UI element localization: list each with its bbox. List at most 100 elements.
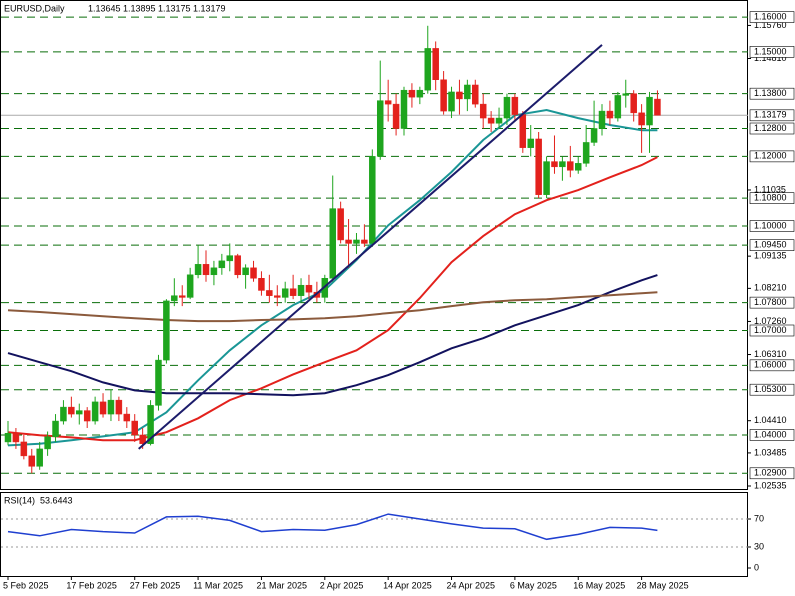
y-tick-label: 1.08210 bbox=[754, 283, 787, 293]
candle-body bbox=[147, 405, 154, 444]
candle-body bbox=[60, 406, 67, 422]
level-label-box bbox=[749, 192, 795, 204]
candle-body bbox=[242, 267, 249, 276]
level-label-box bbox=[749, 150, 795, 163]
candle-body bbox=[567, 161, 574, 171]
level-label-box bbox=[749, 383, 795, 396]
candle-body bbox=[36, 448, 43, 467]
rsi-tick-label: 30 bbox=[754, 541, 764, 551]
candle-body bbox=[384, 100, 392, 105]
y-tick-label: 1.15760 bbox=[754, 20, 787, 30]
y-tick-label: 1.03485 bbox=[754, 447, 787, 457]
moving-average bbox=[7, 156, 658, 442]
candle-body bbox=[99, 401, 107, 415]
trend-line bbox=[138, 44, 603, 450]
x-tick-label: 11 Mar 2025 bbox=[193, 580, 243, 590]
candle-body bbox=[646, 96, 653, 126]
candle-body bbox=[76, 410, 83, 415]
level-label: 1.10000 bbox=[754, 220, 787, 230]
candle-body bbox=[638, 112, 645, 126]
level-label: 1.07800 bbox=[754, 297, 787, 307]
candle-body bbox=[107, 399, 115, 415]
moving-average bbox=[7, 291, 658, 323]
candle-body bbox=[171, 295, 178, 302]
candle-body bbox=[44, 436, 51, 450]
candle-body bbox=[479, 103, 487, 119]
symbol-label: EURUSD,Daily bbox=[4, 3, 65, 13]
candle-body bbox=[472, 84, 479, 105]
candle-body bbox=[408, 89, 416, 98]
candle-body bbox=[590, 128, 598, 143]
level-label-box bbox=[749, 429, 795, 441]
candle-body bbox=[622, 93, 630, 96]
candle-body bbox=[155, 359, 162, 406]
level-label: 1.02900 bbox=[754, 468, 787, 478]
level-label-box bbox=[749, 46, 795, 58]
rsi-name: RSI(14) bbox=[4, 495, 35, 505]
candle-body bbox=[361, 239, 368, 244]
candle-body bbox=[115, 399, 123, 415]
candle-body bbox=[52, 420, 59, 437]
candle-body bbox=[329, 208, 336, 279]
candle-body bbox=[123, 413, 131, 422]
candle-body bbox=[68, 406, 75, 415]
candle-body bbox=[210, 267, 218, 276]
candle-body bbox=[194, 264, 202, 276]
candle-body bbox=[305, 284, 313, 293]
current-price-box bbox=[749, 109, 795, 122]
x-tick-label: 27 Feb 2025 bbox=[130, 580, 181, 590]
x-tick-label: 21 Mar 2025 bbox=[256, 580, 307, 590]
x-tick-label: 16 May 2025 bbox=[573, 580, 625, 590]
level-label-box bbox=[749, 324, 795, 337]
level-label-box bbox=[749, 220, 795, 232]
candle-body bbox=[535, 138, 542, 195]
candle-body bbox=[582, 142, 590, 164]
rsi-line bbox=[7, 513, 658, 541]
level-label: 1.12000 bbox=[754, 151, 787, 161]
candle-body bbox=[139, 434, 146, 444]
moving-average bbox=[7, 274, 658, 397]
level-label-box bbox=[749, 467, 795, 480]
level-label: 1.06000 bbox=[754, 360, 787, 370]
level-label-box bbox=[749, 359, 795, 372]
candle-body bbox=[424, 48, 432, 91]
candle-body bbox=[495, 117, 503, 124]
ohlc-open: 1.13645 bbox=[88, 3, 121, 13]
candle-body bbox=[614, 95, 622, 119]
candle-body bbox=[400, 89, 408, 129]
candle-body bbox=[416, 89, 424, 98]
candle-body bbox=[598, 110, 606, 129]
plot-layer: 1.15760 1.14810 1.11035 1.09135 1.08210 1.072… bbox=[1, 11, 795, 590]
level-label-box bbox=[749, 239, 795, 251]
moving-average bbox=[7, 108, 658, 447]
y-tick-label: 1.06310 bbox=[754, 349, 787, 359]
level-label-box bbox=[749, 122, 795, 135]
candle-body bbox=[178, 295, 186, 298]
candle-body bbox=[337, 208, 344, 241]
candle-body bbox=[487, 117, 495, 124]
level-label: 1.12800 bbox=[754, 123, 787, 133]
candle-body bbox=[464, 84, 471, 100]
level-label: 1.13800 bbox=[754, 88, 787, 98]
candle-body bbox=[163, 300, 170, 361]
candle-body bbox=[543, 161, 550, 195]
level-label-box bbox=[749, 87, 795, 100]
candle-body bbox=[202, 264, 210, 276]
level-label: 1.05300 bbox=[754, 384, 787, 394]
candle-body bbox=[289, 288, 297, 296]
candle-body bbox=[559, 161, 566, 168]
candle-body bbox=[456, 91, 463, 100]
candle-body bbox=[281, 288, 289, 298]
candle-body bbox=[345, 239, 352, 244]
y-tick-label: 1.02535 bbox=[754, 480, 787, 490]
candle-body bbox=[4, 432, 12, 443]
ohlc-low: 1.13175 bbox=[158, 3, 191, 13]
current-price-label: 1.13179 bbox=[754, 110, 787, 120]
candle-body bbox=[440, 79, 447, 112]
rsi-tick-label: 70 bbox=[754, 513, 764, 523]
candle-body bbox=[83, 410, 91, 422]
candle-body bbox=[511, 96, 519, 115]
candle-body bbox=[503, 96, 511, 119]
candle-body bbox=[266, 290, 273, 296]
